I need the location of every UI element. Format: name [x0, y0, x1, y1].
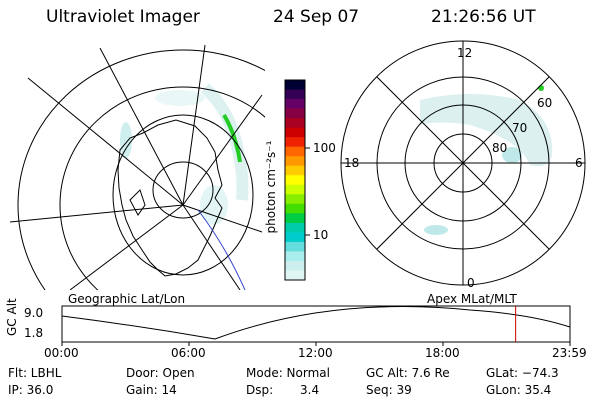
coastline [117, 119, 223, 277]
colorbar-segment [285, 99, 305, 110]
date-label: 24 Sep 07 [273, 7, 360, 27]
colorbar-segment [285, 175, 305, 186]
geographic-panel-label: Geographic Lat/Lon [68, 292, 186, 306]
colorbar-segment [285, 222, 305, 233]
status-dsp-label: Dsp: [246, 383, 274, 397]
colorbar-segment [285, 108, 305, 119]
mlat-label-70: 70 [512, 121, 528, 135]
timeline-axis-label: GC Alt [5, 298, 19, 336]
status-glat: GLat: −74.3 [486, 366, 559, 380]
status-mode: Mode: Normal [246, 366, 330, 380]
colorbar-unit-label: photon cm⁻²s⁻¹ [264, 140, 278, 234]
time-label: 21:26:56 UT [431, 7, 536, 27]
colorbar-segment [285, 213, 305, 224]
colorbar-segment [285, 203, 305, 214]
colorbar-segment [285, 184, 305, 195]
timeline-xtick-1200: 12:00 [298, 346, 333, 360]
status-gain: Gain: 14 [126, 383, 177, 397]
mlt-line-diag-2 [376, 76, 550, 250]
ice-shelf-outline [129, 189, 146, 216]
colorbar-segment [285, 165, 305, 176]
colorbar-segment [285, 127, 305, 138]
instrument-title: Ultraviolet Imager [46, 7, 200, 27]
colorbar-segment [285, 270, 305, 281]
timeline-ytick-max: 9.0 [24, 306, 44, 320]
colorbar-segment [285, 194, 305, 205]
polar-aurora [420, 85, 553, 235]
colorbar-tick-label-10: 10 [313, 228, 329, 242]
status-door: Door: Open [126, 366, 195, 380]
status-flt: Flt: LBHL [8, 366, 62, 380]
timeline-ytick-min: 1.8 [24, 326, 44, 340]
timeline-xtick-2359: 23:59 [552, 346, 587, 360]
latitude-grid [17, 49, 265, 290]
mlt-label-0: 0 [467, 276, 475, 290]
colorbar-segment [285, 251, 305, 262]
colorbar-segment [285, 146, 305, 157]
colorbar-segment [285, 156, 305, 167]
polar-plot [340, 40, 586, 286]
altitude-curve [61, 306, 571, 340]
timeline-panel [61, 305, 571, 346]
mlat-label-60: 60 [537, 96, 553, 110]
mlt-label-18: 18 [344, 156, 360, 170]
colorbar-frame [284, 79, 306, 281]
timeline-frame [61, 305, 571, 343]
timeline-ticks [61, 342, 571, 346]
aurora-emission [120, 83, 249, 225]
colorbar-segment [285, 232, 305, 243]
apex-panel-label: Apex MLat/MLT [427, 292, 517, 306]
mlat-label-80: 80 [492, 141, 508, 155]
mlt-label-6: 6 [575, 156, 583, 170]
longitude-grid [10, 45, 263, 290]
colorbar-segment [285, 80, 305, 91]
colorbar-segment [285, 260, 305, 271]
colorbar-segment [285, 137, 305, 148]
colorbar-segment [285, 118, 305, 129]
status-glon: GLon: 35.4 [486, 383, 552, 397]
colorbar-segment [285, 89, 305, 100]
geographic-map [10, 45, 265, 290]
status-gc-alt: GC Alt: 7.6 Re [366, 366, 450, 380]
colorbar-segment [285, 241, 305, 252]
status-ip: IP: 36.0 [8, 383, 54, 397]
timeline-xtick-1800: 18:00 [425, 346, 460, 360]
status-dsp-value: 3.4 [300, 383, 320, 397]
satellite-track [197, 209, 246, 290]
colorbar-tick-label-100: 100 [313, 141, 336, 155]
timeline-xtick-0000: 00:00 [44, 346, 79, 360]
status-seq: Seq: 39 [366, 383, 412, 397]
timeline-xtick-0600: 06:00 [171, 346, 206, 360]
mlt-label-12: 12 [457, 46, 473, 60]
colorbar [285, 80, 305, 281]
